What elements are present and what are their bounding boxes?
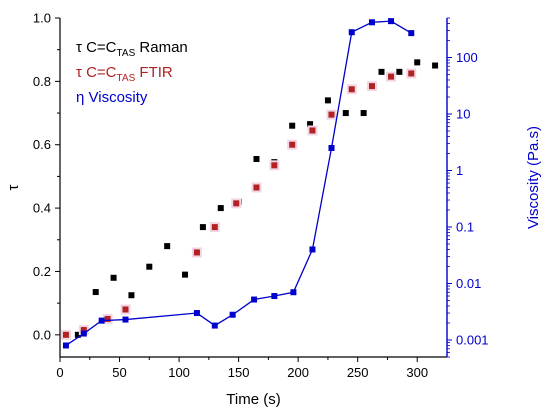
series-2 [60, 68, 417, 340]
raman-point [199, 224, 206, 231]
raman-point [414, 59, 421, 66]
legend-text: τ C=C [76, 64, 117, 81]
viscosity-point [98, 317, 105, 324]
legend-subscript: TAS [117, 73, 136, 84]
x-tick-label: 0 [56, 365, 63, 380]
y-right-tick-label: 10 [456, 106, 470, 121]
raman-point [182, 271, 189, 278]
series-3 [62, 18, 415, 349]
y-left-tick-label: 1.0 [33, 11, 51, 26]
viscosity-point [80, 330, 87, 337]
x-tick-label: 200 [287, 365, 309, 380]
ftir-point [408, 70, 415, 77]
raman-point [146, 263, 153, 270]
raman-point [378, 68, 385, 75]
viscosity-point [290, 289, 297, 296]
legend-text: η Viscosity [76, 89, 148, 106]
ftir-point [388, 73, 395, 80]
raman-point [164, 243, 171, 250]
y-axis-left-title: τ [5, 184, 22, 190]
ticks-group: 0 50 100 150 200 250 300 0.0 0.2 0.4 0.6 0.8 1.0 0.00… [33, 11, 489, 381]
raman-point [110, 274, 117, 281]
viscosity-point [229, 311, 236, 318]
y-left-tick-label: 0.2 [33, 264, 51, 279]
ftir-point [368, 83, 375, 90]
y-left-tick-label: 0.6 [33, 137, 51, 152]
y-left-tick-label: 0.4 [33, 201, 51, 216]
viscosity-point [368, 19, 375, 26]
raman-point [253, 155, 260, 162]
viscosity-point [328, 145, 335, 152]
x-axis-title: Time (s) [226, 391, 280, 408]
x-tick-label: 300 [406, 365, 428, 380]
legend-text: τ C=C [76, 39, 117, 56]
ftir-point [289, 141, 296, 148]
viscosity-point [348, 29, 355, 36]
viscosity-point [62, 342, 69, 349]
raman-point [360, 110, 367, 117]
viscosity-point [251, 296, 258, 303]
legend-suffix: FTIR [135, 64, 173, 81]
raman-point [342, 110, 349, 117]
legend-suffix: Raman [135, 39, 188, 56]
raman-point [128, 292, 135, 299]
ftir-point [253, 184, 260, 191]
viscosity-point [193, 310, 200, 317]
raman-point [74, 331, 81, 338]
raman-point [289, 122, 296, 129]
y-right-tick-label: 0.001 [456, 332, 489, 347]
y-axis-right-title: Viscosity (Pa.s) [525, 126, 542, 229]
ftir-point [62, 331, 69, 338]
x-tick-label: 250 [347, 365, 369, 380]
viscosity-point [388, 18, 395, 25]
ftir-point [309, 127, 316, 134]
raman-point [307, 121, 314, 128]
x-tick-label: 50 [112, 365, 126, 380]
y-right-tick-label: 100 [456, 50, 478, 65]
ftir-point [193, 249, 200, 256]
legend-entry-3: η Viscosity [76, 89, 148, 106]
raman-point [396, 68, 403, 75]
y-right-tick-label: 1 [456, 163, 463, 178]
viscosity-line [65, 20, 412, 347]
ftir-point [348, 86, 355, 93]
viscosity-point [408, 30, 415, 37]
y-right-tick-label: 0.01 [456, 276, 481, 291]
ftir-point [233, 200, 240, 207]
raman-point [217, 205, 224, 212]
raman-point [432, 62, 439, 69]
y-right-tick-label: 0.1 [456, 219, 474, 234]
legend-subscript: TAS [117, 48, 136, 59]
viscosity-point [309, 246, 316, 253]
x-tick-label: 150 [228, 365, 250, 380]
ftir-point [211, 224, 218, 231]
legend-entry-2: τ C=CTAS FTIR [76, 64, 173, 84]
series-group [60, 18, 439, 349]
ftir-point [271, 162, 278, 169]
raman-point [324, 97, 331, 104]
viscosity-point [271, 293, 278, 300]
ftir-point [80, 327, 87, 334]
viscosity-point [211, 322, 218, 329]
x-tick-label: 100 [168, 365, 190, 380]
ftir-point [122, 306, 129, 313]
viscosity-point [122, 316, 129, 323]
raman-point [92, 289, 99, 296]
ftir-point [328, 111, 335, 118]
y-left-tick-label: 0.0 [33, 327, 51, 342]
y-left-tick-label: 0.8 [33, 74, 51, 89]
ftir-point [104, 315, 111, 322]
legend-entry-1: τ C=CTAS Raman [76, 39, 188, 59]
